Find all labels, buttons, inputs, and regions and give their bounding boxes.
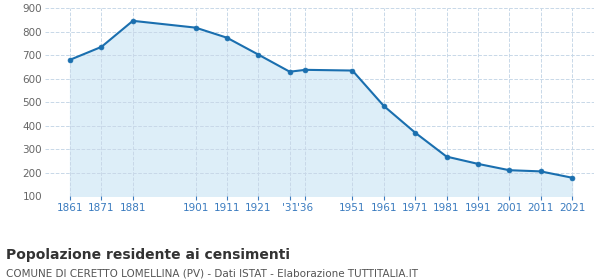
Text: Popolazione residente ai censimenti: Popolazione residente ai censimenti [6,248,290,262]
Text: COMUNE DI CERETTO LOMELLINA (PV) - Dati ISTAT - Elaborazione TUTTITALIA.IT: COMUNE DI CERETTO LOMELLINA (PV) - Dati … [6,269,418,279]
